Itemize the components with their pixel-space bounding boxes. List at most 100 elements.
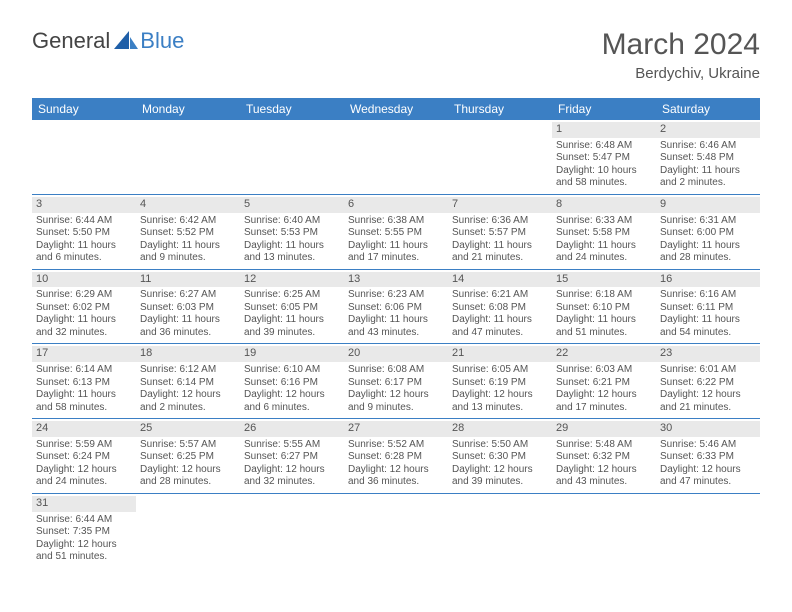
sunrise-line: Sunrise: 5:57 AM bbox=[140, 439, 236, 452]
day-number: 21 bbox=[448, 346, 552, 362]
sunset-line: Sunset: 5:47 PM bbox=[556, 152, 652, 165]
sunset-line: Sunset: 5:58 PM bbox=[556, 227, 652, 240]
daylight-line: Daylight: 11 hours and 24 minutes. bbox=[556, 240, 652, 265]
sunset-line: Sunset: 6:00 PM bbox=[660, 227, 756, 240]
daylight-line: Daylight: 11 hours and 13 minutes. bbox=[244, 240, 340, 265]
sunrise-line: Sunrise: 6:10 AM bbox=[244, 364, 340, 377]
day-number: 31 bbox=[32, 496, 136, 512]
calendar-row: 24Sunrise: 5:59 AMSunset: 6:24 PMDayligh… bbox=[32, 419, 760, 494]
daylight-line: Daylight: 12 hours and 6 minutes. bbox=[244, 389, 340, 414]
sunrise-line: Sunrise: 6:46 AM bbox=[660, 140, 756, 153]
weekday-header: Tuesday bbox=[240, 98, 344, 120]
empty-cell bbox=[448, 493, 552, 567]
sunset-line: Sunset: 7:35 PM bbox=[36, 526, 132, 539]
sunrise-line: Sunrise: 6:38 AM bbox=[348, 215, 444, 228]
day-number: 2 bbox=[656, 122, 760, 138]
daylight-line: Daylight: 11 hours and 21 minutes. bbox=[452, 240, 548, 265]
sunset-line: Sunset: 6:33 PM bbox=[660, 451, 756, 464]
sunrise-line: Sunrise: 6:12 AM bbox=[140, 364, 236, 377]
sunrise-line: Sunrise: 5:50 AM bbox=[452, 439, 548, 452]
daylight-line: Daylight: 11 hours and 2 minutes. bbox=[660, 165, 756, 190]
day-cell: 7 Sunrise: 6:36 AMSunset: 5:57 PMDaylight… bbox=[448, 194, 552, 269]
day-number: 8 bbox=[552, 197, 656, 213]
daylight-line: Daylight: 11 hours and 54 minutes. bbox=[660, 314, 756, 339]
empty-cell bbox=[136, 120, 240, 194]
day-number: 23 bbox=[656, 346, 760, 362]
daylight-line: Daylight: 10 hours and 58 minutes. bbox=[556, 165, 652, 190]
day-number: 7 bbox=[448, 197, 552, 213]
day-cell: 28Sunrise: 5:50 AMSunset: 6:30 PMDayligh… bbox=[448, 419, 552, 494]
day-cell: 13Sunrise: 6:23 AMSunset: 6:06 PMDayligh… bbox=[344, 269, 448, 344]
sunset-line: Sunset: 6:21 PM bbox=[556, 377, 652, 390]
empty-cell bbox=[552, 493, 656, 567]
sunrise-line: Sunrise: 5:48 AM bbox=[556, 439, 652, 452]
day-number: 18 bbox=[136, 346, 240, 362]
sunset-line: Sunset: 6:03 PM bbox=[140, 302, 236, 315]
sunset-line: Sunset: 6:22 PM bbox=[660, 377, 756, 390]
daylight-line: Daylight: 12 hours and 2 minutes. bbox=[140, 389, 236, 414]
sunset-line: Sunset: 6:06 PM bbox=[348, 302, 444, 315]
day-cell: 31Sunrise: 6:44 AMSunset: 7:35 PMDayligh… bbox=[32, 493, 136, 567]
sunrise-line: Sunrise: 6:18 AM bbox=[556, 289, 652, 302]
calendar-table: Sunday Monday Tuesday Wednesday Thursday… bbox=[32, 98, 760, 568]
sunrise-line: Sunrise: 5:55 AM bbox=[244, 439, 340, 452]
day-number: 5 bbox=[240, 197, 344, 213]
sunset-line: Sunset: 6:19 PM bbox=[452, 377, 548, 390]
day-cell: 18Sunrise: 6:12 AMSunset: 6:14 PMDayligh… bbox=[136, 344, 240, 419]
sunrise-line: Sunrise: 6:21 AM bbox=[452, 289, 548, 302]
month-title: March 2024 bbox=[602, 28, 760, 61]
weekday-header: Sunday bbox=[32, 98, 136, 120]
daylight-line: Daylight: 11 hours and 39 minutes. bbox=[244, 314, 340, 339]
day-cell: 10Sunrise: 6:29 AMSunset: 6:02 PMDayligh… bbox=[32, 269, 136, 344]
day-number: 9 bbox=[656, 197, 760, 213]
sunrise-line: Sunrise: 6:36 AM bbox=[452, 215, 548, 228]
sunrise-line: Sunrise: 5:46 AM bbox=[660, 439, 756, 452]
daylight-line: Daylight: 11 hours and 9 minutes. bbox=[140, 240, 236, 265]
weekday-header: Monday bbox=[136, 98, 240, 120]
daylight-line: Daylight: 11 hours and 28 minutes. bbox=[660, 240, 756, 265]
weekday-header: Thursday bbox=[448, 98, 552, 120]
day-cell: 6Sunrise: 6:38 AMSunset: 5:55 PMDaylight… bbox=[344, 194, 448, 269]
day-number: 1 bbox=[552, 122, 656, 138]
daylight-line: Daylight: 11 hours and 32 minutes. bbox=[36, 314, 132, 339]
sunrise-line: Sunrise: 6:33 AM bbox=[556, 215, 652, 228]
weekday-header: Wednesday bbox=[344, 98, 448, 120]
sunset-line: Sunset: 5:57 PM bbox=[452, 227, 548, 240]
day-number: 27 bbox=[344, 421, 448, 437]
weekday-header: Saturday bbox=[656, 98, 760, 120]
sunset-line: Sunset: 6:27 PM bbox=[244, 451, 340, 464]
day-number: 10 bbox=[32, 272, 136, 288]
sunrise-line: Sunrise: 6:27 AM bbox=[140, 289, 236, 302]
daylight-line: Daylight: 12 hours and 43 minutes. bbox=[556, 464, 652, 489]
empty-cell bbox=[240, 493, 344, 567]
day-number: 20 bbox=[344, 346, 448, 362]
day-cell: 25Sunrise: 5:57 AMSunset: 6:25 PMDayligh… bbox=[136, 419, 240, 494]
daylight-line: Daylight: 12 hours and 28 minutes. bbox=[140, 464, 236, 489]
day-cell: 26Sunrise: 5:55 AMSunset: 6:27 PMDayligh… bbox=[240, 419, 344, 494]
sunrise-line: Sunrise: 6:16 AM bbox=[660, 289, 756, 302]
sunset-line: Sunset: 5:55 PM bbox=[348, 227, 444, 240]
day-cell: 16Sunrise: 6:16 AMSunset: 6:11 PMDayligh… bbox=[656, 269, 760, 344]
day-cell: 15Sunrise: 6:18 AMSunset: 6:10 PMDayligh… bbox=[552, 269, 656, 344]
sunset-line: Sunset: 6:16 PM bbox=[244, 377, 340, 390]
page: General Blue March 2024 Berdychiv, Ukrai… bbox=[0, 0, 792, 588]
sunrise-line: Sunrise: 6:14 AM bbox=[36, 364, 132, 377]
empty-cell bbox=[656, 493, 760, 567]
logo-text-dark: General bbox=[32, 28, 110, 54]
day-cell: 29Sunrise: 5:48 AMSunset: 6:32 PMDayligh… bbox=[552, 419, 656, 494]
title-block: March 2024 Berdychiv, Ukraine bbox=[602, 28, 760, 82]
sunrise-line: Sunrise: 6:25 AM bbox=[244, 289, 340, 302]
sunset-line: Sunset: 5:53 PM bbox=[244, 227, 340, 240]
day-cell: 8 Sunrise: 6:33 AMSunset: 5:58 PMDaylight… bbox=[552, 194, 656, 269]
empty-cell bbox=[448, 120, 552, 194]
sunset-line: Sunset: 6:30 PM bbox=[452, 451, 548, 464]
day-cell: 12Sunrise: 6:25 AMSunset: 6:05 PMDayligh… bbox=[240, 269, 344, 344]
sunset-line: Sunset: 5:52 PM bbox=[140, 227, 236, 240]
daylight-line: Daylight: 11 hours and 17 minutes. bbox=[348, 240, 444, 265]
empty-cell bbox=[136, 493, 240, 567]
empty-cell bbox=[240, 120, 344, 194]
sunrise-line: Sunrise: 6:48 AM bbox=[556, 140, 652, 153]
sunrise-line: Sunrise: 6:05 AM bbox=[452, 364, 548, 377]
day-number: 19 bbox=[240, 346, 344, 362]
day-cell: 9Sunrise: 6:31 AMSunset: 6:00 PMDaylight… bbox=[656, 194, 760, 269]
